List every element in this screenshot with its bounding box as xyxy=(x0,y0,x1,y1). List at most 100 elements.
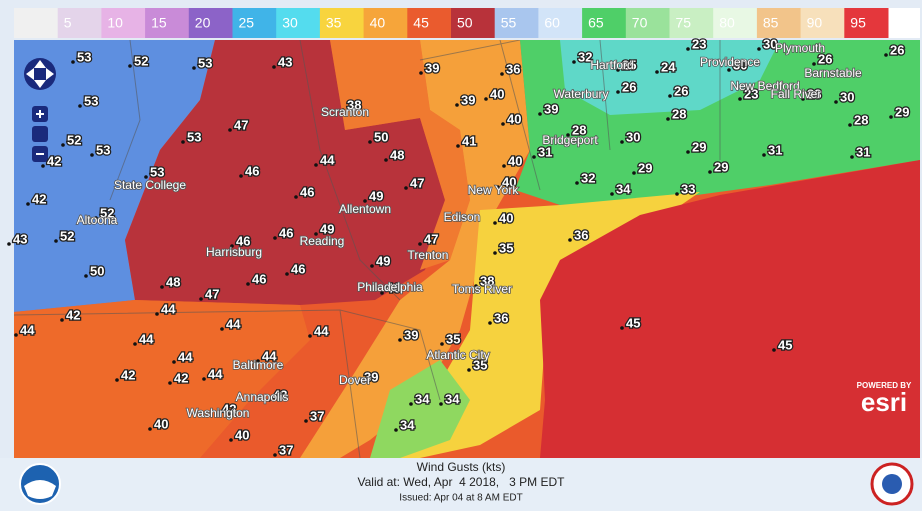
legend-label: 75 xyxy=(676,15,692,31)
gust-value: 36 xyxy=(574,227,588,242)
station-dot xyxy=(14,333,18,337)
legend-swatch xyxy=(188,8,233,38)
station-dot xyxy=(686,150,690,154)
place-name: Providence xyxy=(700,55,760,69)
gust-value: 40 xyxy=(490,86,504,101)
station-dot xyxy=(889,115,893,119)
pan-control[interactable] xyxy=(24,58,56,90)
gust-value: 39 xyxy=(425,60,439,75)
station-dot xyxy=(273,453,277,457)
place-name: Barnstable xyxy=(804,66,862,80)
legend-swatch xyxy=(844,8,889,38)
station-dot xyxy=(230,244,234,248)
footer-title: Wind Gusts (kts) xyxy=(417,460,506,474)
station-dot xyxy=(304,419,308,423)
station-dot xyxy=(285,272,289,276)
field xyxy=(370,360,470,458)
gust-value: 32 xyxy=(581,170,595,185)
station-dot xyxy=(380,291,384,295)
station-dot xyxy=(632,171,636,175)
place-name: Edison xyxy=(444,210,481,224)
legend-swatch xyxy=(145,8,190,38)
station-dot xyxy=(78,104,82,108)
station-dot xyxy=(620,140,624,144)
place-name: Hartford xyxy=(590,58,633,72)
station-dot xyxy=(738,97,742,101)
station-dot xyxy=(668,94,672,98)
gust-value: 26 xyxy=(818,51,832,66)
legend-label: 85 xyxy=(763,15,779,31)
gust-value: 29 xyxy=(692,139,706,154)
station-dot xyxy=(358,380,362,384)
station-dot xyxy=(616,90,620,94)
place-labels: Scranton State College Altoona Harrisburg Re… xyxy=(76,40,863,421)
station-dot xyxy=(675,192,679,196)
valid-time: Valid at: Wed, Apr 4 2018, 3 PM EDT xyxy=(358,475,566,489)
gust-value: 46 xyxy=(236,233,250,248)
gust-value: 39 xyxy=(364,369,378,384)
station-dot xyxy=(566,133,570,137)
legend-swatch xyxy=(451,8,496,38)
place-name: Toms River xyxy=(452,282,512,296)
gust-value: 28 xyxy=(572,122,586,137)
gust-value: 36 xyxy=(506,61,520,76)
station-dot xyxy=(294,195,298,199)
gust-value: 39 xyxy=(404,327,418,342)
place-name: Annapolis xyxy=(236,390,289,404)
gust-value: 39 xyxy=(461,92,475,107)
legend-swatch xyxy=(276,8,321,38)
gust-value: 40 xyxy=(508,153,522,168)
station-dot xyxy=(168,381,172,385)
gust-value: 43 xyxy=(273,387,287,402)
station-dot xyxy=(160,285,164,289)
place-name: Dover xyxy=(339,373,371,387)
station-dot xyxy=(368,140,372,144)
gust-value: 38 xyxy=(347,97,361,112)
station-dot xyxy=(884,53,888,57)
nav-control xyxy=(24,58,56,162)
station-dot xyxy=(727,68,731,72)
station-dot xyxy=(850,155,854,159)
station-dot xyxy=(148,427,152,431)
legend-label: 95 xyxy=(850,15,866,31)
station-dot xyxy=(572,60,576,64)
field xyxy=(14,300,310,458)
legend-swatch xyxy=(57,8,102,38)
gust-value: 43 xyxy=(278,54,292,69)
gust-value: 47 xyxy=(410,175,424,190)
station-dot xyxy=(370,264,374,268)
legend-swatch xyxy=(538,8,583,38)
legend-swatch xyxy=(756,8,802,38)
station-dot xyxy=(762,153,766,157)
powered-by: POWERED BY xyxy=(857,381,912,390)
station-dot xyxy=(834,100,838,104)
station-dot xyxy=(199,297,203,301)
gust-labels: 53 52 53 43 39 36 32 25 24 23 30 30 26 26 53 47 38 39 40 39… xyxy=(7,35,911,459)
gust-value: 34 xyxy=(616,181,631,196)
gust-value: 39 xyxy=(544,101,558,116)
place-name: Allentown xyxy=(339,202,391,216)
station-dot xyxy=(314,163,318,167)
station-dot xyxy=(666,117,670,121)
gust-value: 46 xyxy=(252,271,266,286)
legend-swatch xyxy=(319,8,365,38)
legend-label: 30 xyxy=(282,15,298,31)
station-dot xyxy=(220,327,224,331)
station-dot xyxy=(620,326,624,330)
legend-label: 25 xyxy=(239,15,255,31)
station-dot xyxy=(155,312,159,316)
gust-value: 23 xyxy=(744,86,758,101)
legend-swatch xyxy=(363,8,408,38)
station-dot xyxy=(26,202,30,206)
station-dot xyxy=(84,274,88,278)
gust-value: 46 xyxy=(386,280,400,295)
gust-value: 30 xyxy=(763,36,777,51)
station-dot xyxy=(488,321,492,325)
place-name: Reading xyxy=(300,234,345,248)
place-name: Atlantic City xyxy=(426,348,489,362)
station-dot xyxy=(532,155,536,159)
home[interactable] xyxy=(32,126,48,142)
station-dot xyxy=(192,66,196,70)
station-dot xyxy=(133,342,137,346)
station-dot xyxy=(419,71,423,75)
